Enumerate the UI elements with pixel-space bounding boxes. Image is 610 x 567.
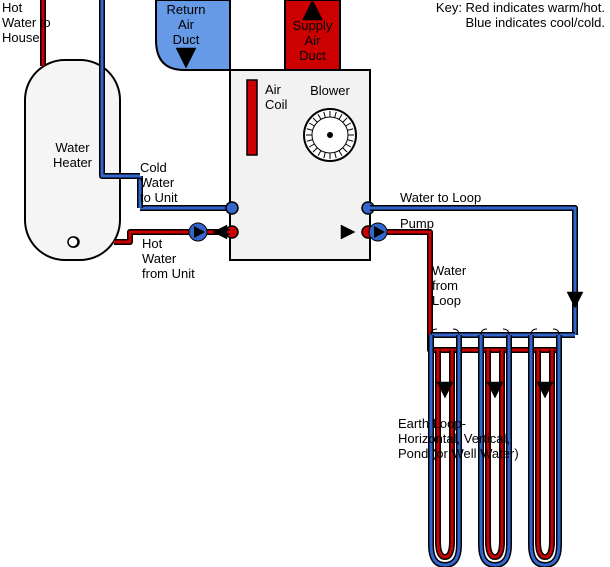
water-heater-label: WaterHeater: [53, 140, 93, 170]
water-to-loop-label: Water to Loop: [400, 190, 481, 205]
blower-label: Blower: [310, 83, 350, 98]
cold-water-to-unit-label: ColdWaterto Unit: [140, 160, 178, 205]
pump-label: Pump: [400, 216, 434, 231]
air-coil: [247, 80, 257, 155]
water-from-loop-label: WaterfromLoop: [432, 263, 467, 308]
hot-water-from-unit-label: HotWaterfrom Unit: [142, 236, 195, 281]
key-line-2: Blue indicates cool/cold.: [466, 15, 605, 30]
key-line-1: Key: Red indicates warm/hot.: [436, 0, 605, 15]
